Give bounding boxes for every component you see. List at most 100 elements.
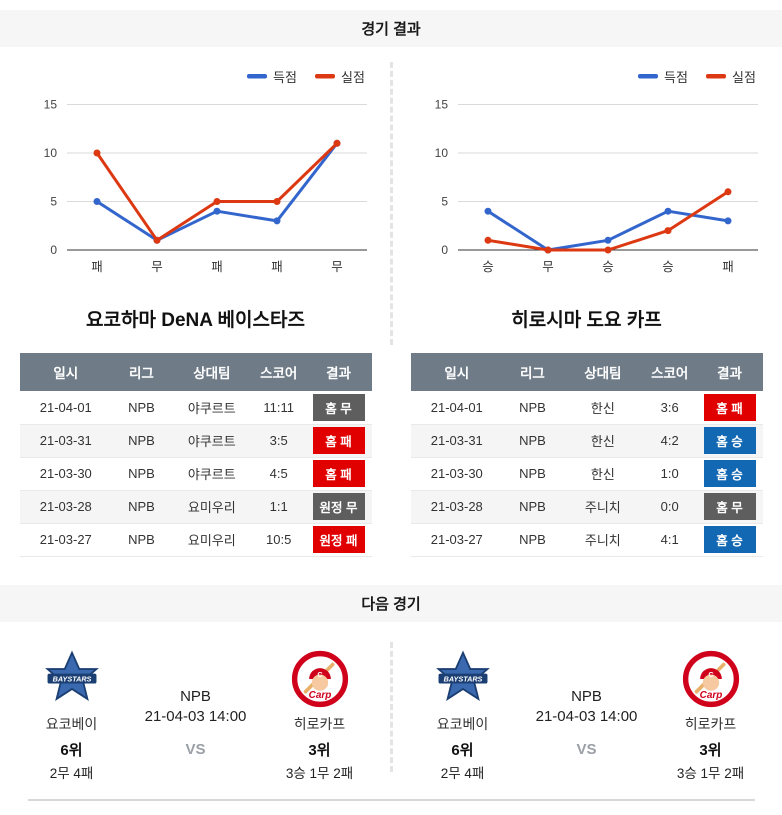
- vs-label: VS: [576, 741, 597, 758]
- x-tick-label: 패: [271, 260, 283, 274]
- cell-score: 4:5: [252, 457, 306, 491]
- results-section-header: 경기 결과: [0, 10, 782, 47]
- data-point: [724, 188, 731, 196]
- col-header-date: 일시: [20, 353, 112, 391]
- cell-league: NPB: [502, 523, 563, 557]
- away-team-name: 히로카프: [293, 716, 346, 732]
- cell-score: 4:1: [643, 523, 697, 557]
- match-datetime: 21-04-03 14:00: [144, 708, 247, 725]
- cell-league: NPB: [502, 457, 563, 491]
- table-row: 21-04-01 NPB 야쿠르트 11:11 홈 무: [20, 391, 372, 425]
- legend-item-scored[interactable]: 득점: [637, 70, 688, 85]
- match-info-block: NPB 21-04-03 14:00 VS: [136, 638, 256, 758]
- svg-text:Carp: Carp: [308, 690, 331, 701]
- col-header-score: 스코어: [252, 353, 306, 391]
- table-row: 21-03-27 NPB 주니치 4:1 홈 승: [411, 523, 763, 557]
- cell-date: 21-03-28: [411, 490, 503, 524]
- data-point: [604, 236, 611, 244]
- away-team-block: C Carp 히로카프 3위 3승 1무 2패: [647, 638, 775, 782]
- y-tick-label: 5: [441, 195, 448, 209]
- svg-text:Carp: Carp: [699, 690, 722, 701]
- cell-date: 21-04-01: [411, 391, 503, 425]
- data-point: [93, 149, 100, 157]
- legend-swatch: [246, 74, 267, 79]
- cell-opponent: 요미우리: [171, 490, 253, 524]
- data-point: [484, 207, 491, 215]
- cell-opponent: 야쿠르트: [171, 424, 253, 458]
- result-badge: 원정 무: [312, 493, 365, 520]
- cell-opponent: 야쿠르트: [171, 391, 253, 425]
- cell-date: 21-03-30: [20, 457, 112, 491]
- baystars-logo: BAYSTARS: [435, 650, 490, 701]
- next-game-section-title: 다음 경기: [361, 596, 421, 613]
- result-badge: 원정 패: [312, 526, 365, 553]
- line-chart-hiroshima: 0 5 10 15 승 무 승 승 패 득점 실점: [434, 70, 758, 274]
- result-badge: 홈 패: [703, 393, 756, 421]
- vertical-divider-bottom: [390, 642, 393, 772]
- team-name-hiroshima: 히로시마 도요 카프: [511, 310, 662, 331]
- y-tick-label: 15: [434, 98, 448, 112]
- y-tick-label: 0: [50, 243, 57, 257]
- data-point: [153, 236, 160, 244]
- col-header-score: 스코어: [643, 353, 697, 391]
- x-tick-label: 무: [151, 260, 163, 274]
- cell-score: 11:11: [252, 391, 306, 425]
- legend-item-conceded[interactable]: 실점: [314, 70, 365, 85]
- result-badge: 홈 승: [703, 526, 756, 553]
- cell-league: NPB: [111, 391, 172, 425]
- cell-opponent: 한신: [562, 424, 644, 458]
- data-point: [213, 207, 220, 215]
- cell-date: 21-03-27: [20, 523, 112, 557]
- data-point: [724, 217, 731, 225]
- cell-opponent: 요미우리: [171, 523, 253, 557]
- cell-score: 0:0: [643, 490, 697, 524]
- col-header-league: 리그: [111, 353, 172, 391]
- svg-text:BAYSTARS: BAYSTARS: [443, 675, 482, 684]
- cell-league: NPB: [111, 457, 172, 491]
- cell-score: 4:2: [643, 424, 697, 458]
- x-tick-label: 승: [482, 260, 494, 274]
- col-header-league: 리그: [502, 353, 563, 391]
- cell-league: NPB: [502, 490, 563, 524]
- legend-item-conceded[interactable]: 실점: [705, 70, 756, 85]
- x-tick-label: 패: [722, 260, 734, 274]
- table-row: 21-03-30 NPB 한신 1:0 홈 승: [411, 457, 763, 491]
- series-line-scored: [95, 141, 338, 242]
- y-tick-label: 15: [43, 98, 57, 112]
- data-point: [93, 198, 100, 205]
- cell-opponent: 야쿠르트: [171, 457, 253, 491]
- col-header-result: 결과: [305, 353, 372, 391]
- data-point: [484, 236, 491, 244]
- result-badge: 홈 패: [312, 427, 365, 454]
- legend-item-scored[interactable]: 득점: [246, 70, 297, 85]
- x-tick-label: 패: [91, 260, 103, 274]
- cell-league: NPB: [111, 424, 172, 458]
- home-team-name: 요코베이: [45, 716, 98, 732]
- cell-date: 21-04-01: [20, 391, 112, 425]
- x-tick-label: 승: [602, 260, 614, 274]
- cell-date: 21-03-31: [411, 424, 503, 458]
- table-row: 21-03-31 NPB 한신 4:2 홈 승: [411, 424, 763, 458]
- away-team-block: C Carp 히로카프 3위 3승 1무 2패: [256, 638, 384, 782]
- home-team-block: BAYSTARS 요코베이 6위 2무 4패: [8, 638, 136, 782]
- y-tick-label: 10: [434, 146, 448, 160]
- table-row: 21-03-31 NPB 야쿠르트 3:5 홈 패: [20, 424, 372, 458]
- away-team-record: 3승 1무 2패: [285, 766, 354, 781]
- cell-league: NPB: [502, 391, 563, 425]
- y-tick-label: 0: [441, 243, 448, 257]
- match-info-block: NPB 21-04-03 14:00 VS: [527, 638, 647, 758]
- cell-league: NPB: [502, 424, 563, 458]
- match-league: NPB: [180, 688, 211, 705]
- table-row: 21-03-28 NPB 주니치 0:0 홈 무: [411, 490, 763, 524]
- x-tick-label: 패: [211, 260, 223, 274]
- data-point: [333, 139, 340, 147]
- home-team-rank: 6위: [60, 742, 83, 759]
- carp-logo: C Carp: [291, 650, 348, 708]
- match-datetime: 21-04-03 14:00: [535, 708, 638, 725]
- legend-swatch: [705, 74, 726, 79]
- away-team-rank: 3위: [699, 742, 722, 759]
- result-badge: 홈 승: [703, 427, 756, 454]
- away-team-rank: 3위: [308, 742, 331, 759]
- data-point: [664, 227, 671, 235]
- home-team-block: BAYSTARS 요코베이 6위 2무 4패: [399, 638, 527, 782]
